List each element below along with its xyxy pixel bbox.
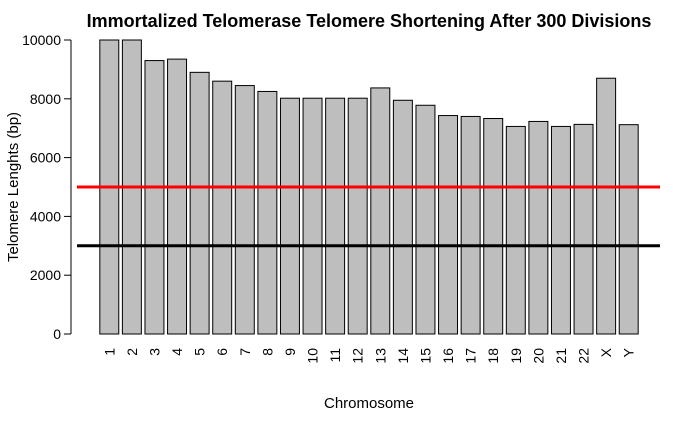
x-tick-label: 14 [395, 348, 411, 364]
x-tick-label: Y [621, 347, 637, 357]
bars-group [99, 39, 639, 335]
x-tick-label: 7 [237, 348, 253, 356]
y-tick-label: 6000 [30, 150, 61, 166]
y-tick-label: 4000 [30, 208, 61, 224]
x-tick-label: 13 [372, 348, 388, 364]
bar [438, 115, 459, 335]
x-tick-label: 15 [417, 348, 433, 364]
x-tick-label: 4 [169, 348, 185, 356]
bar [302, 97, 323, 335]
bar [483, 118, 504, 335]
y-tick-label: 0 [53, 326, 61, 342]
bar [415, 104, 436, 335]
bar [234, 85, 255, 335]
bar [528, 120, 549, 335]
x-tick-labels: 1 2 3 4 5 6 7 8 9 10 11 12 13 14 15 16 17 18 19 20 21 22 X Y [101, 347, 636, 363]
x-tick-label: 10 [305, 348, 321, 364]
bar [257, 90, 278, 335]
x-tick-label: 18 [485, 348, 501, 364]
bar [325, 97, 346, 335]
bar [460, 115, 481, 335]
bar [596, 77, 617, 335]
bar [392, 99, 413, 335]
y-tick-label: 8000 [30, 91, 61, 107]
x-tick-label: 3 [146, 348, 162, 356]
bar [189, 71, 210, 335]
x-tick-label: X [598, 347, 614, 357]
bar [347, 97, 368, 335]
x-tick-label: 16 [440, 348, 456, 364]
x-tick-label: 19 [508, 348, 524, 364]
x-tick-label: 1 [101, 348, 117, 356]
y-axis: 0 2000 4000 6000 8000 10000 [22, 32, 72, 342]
bar [550, 125, 571, 335]
bar [618, 124, 639, 335]
x-tick-label: 8 [259, 348, 275, 356]
bar [144, 60, 165, 335]
x-tick-label: 20 [530, 348, 546, 364]
y-tick-label: 10000 [22, 32, 61, 48]
chart-title: Immortalized Telomerase Telomere Shorten… [87, 11, 652, 31]
x-tick-label: 2 [124, 348, 140, 356]
x-tick-label: 9 [282, 348, 298, 356]
x-tick-label: 5 [192, 348, 208, 356]
x-tick-label: 21 [553, 348, 569, 364]
bar [505, 125, 526, 335]
x-tick-label: 22 [576, 348, 592, 364]
bar [370, 87, 391, 335]
x-tick-label: 17 [463, 348, 479, 364]
y-axis-label: Telomere Lenghts (bp) [5, 112, 22, 262]
bar [167, 58, 188, 335]
x-tick-label: 11 [327, 348, 343, 363]
bar [573, 123, 594, 335]
y-tick-label: 2000 [30, 267, 61, 283]
reference-lines [77, 185, 660, 248]
bar [279, 97, 300, 335]
x-axis-label: Chromosome [324, 395, 414, 412]
x-tick-label: 6 [214, 348, 230, 356]
bar [212, 80, 233, 335]
x-tick-label: 12 [350, 348, 366, 364]
